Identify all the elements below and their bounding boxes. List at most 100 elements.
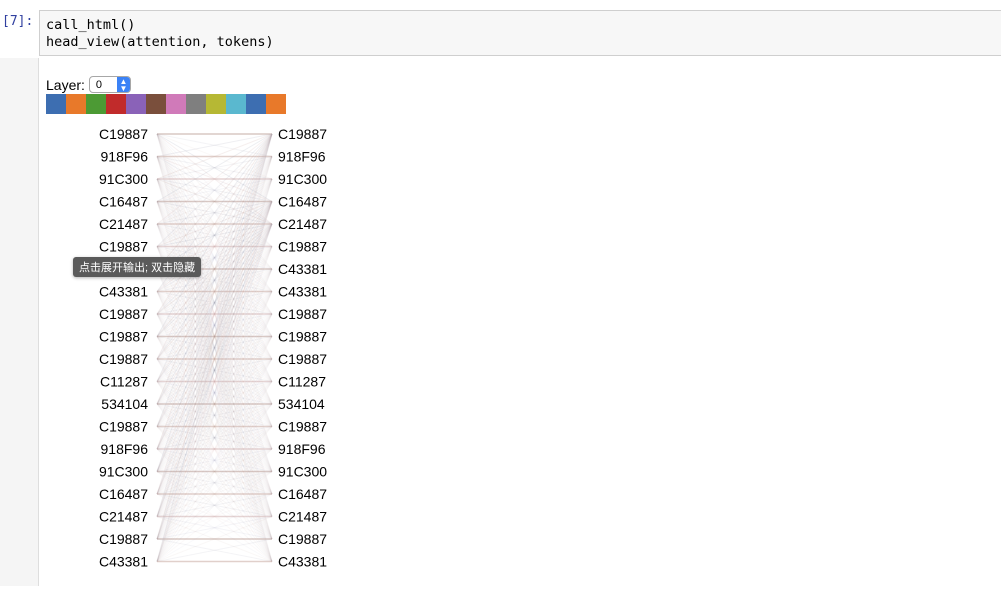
left-token[interactable]: C16487 <box>99 194 148 210</box>
left-token[interactable]: 91C300 <box>99 464 148 480</box>
attention-line <box>156 516 273 540</box>
head-swatch-4[interactable] <box>126 94 146 114</box>
attention-line <box>156 223 273 247</box>
right-token[interactable]: 91C300 <box>278 171 327 187</box>
left-token[interactable]: C43381 <box>99 284 148 300</box>
attention-line <box>156 268 273 517</box>
right-token[interactable]: C43381 <box>278 284 327 300</box>
head-swatch-9[interactable] <box>226 94 246 114</box>
attention-line <box>156 223 273 405</box>
attention-line <box>156 133 273 157</box>
right-token[interactable]: C19887 <box>278 351 327 367</box>
right-token[interactable]: C16487 <box>278 486 327 502</box>
attention-line <box>156 313 273 427</box>
attention-line <box>156 291 273 315</box>
right-token[interactable]: 918F96 <box>278 149 326 165</box>
attention-line <box>156 246 273 540</box>
attention-line <box>156 403 273 495</box>
output-gutter[interactable] <box>0 58 38 586</box>
attention-line <box>156 133 273 270</box>
attention-line <box>156 156 273 315</box>
code-editor[interactable]: call_html() head_view(attention, tokens) <box>39 10 1001 56</box>
left-token[interactable]: 91C300 <box>99 171 148 187</box>
right-token[interactable]: C43381 <box>278 261 327 277</box>
head-swatch-0[interactable] <box>46 94 66 114</box>
attention-line <box>156 291 273 540</box>
head-swatch-10[interactable] <box>246 94 266 114</box>
attention-line <box>156 156 273 315</box>
attention-line <box>156 358 273 472</box>
attention-line <box>156 493 273 517</box>
head-swatch-2[interactable] <box>86 94 106 114</box>
right-token[interactable]: C19887 <box>278 126 327 142</box>
attention-lines <box>156 133 273 563</box>
left-token[interactable]: C21487 <box>99 216 148 232</box>
left-token[interactable]: 534104 <box>101 396 148 412</box>
attention-line <box>156 493 273 562</box>
left-token[interactable]: C19887 <box>99 531 148 547</box>
attention-line <box>156 291 273 360</box>
right-token[interactable]: C21487 <box>278 216 327 232</box>
attention-line <box>156 448 273 472</box>
right-token[interactable]: C19887 <box>278 306 327 322</box>
select-arrows-icon: ▲ ▼ <box>116 77 130 92</box>
left-token[interactable]: C19887 <box>99 419 148 435</box>
head-swatch-3[interactable] <box>106 94 126 114</box>
attention-line <box>156 381 273 517</box>
right-token[interactable]: C19887 <box>278 329 327 345</box>
head-swatch-5[interactable] <box>146 94 166 114</box>
right-token[interactable]: C19887 <box>278 419 327 435</box>
attention-line <box>156 156 273 495</box>
right-token[interactable]: 918F96 <box>278 441 326 457</box>
attention-line <box>156 426 273 472</box>
attention-line <box>156 313 273 540</box>
layer-select[interactable]: 0 ▲ ▼ <box>88 76 131 93</box>
attention-line <box>156 358 273 472</box>
attention-head-view: C19887 918F96 91C300 C16487 C21487 C19887 C433… <box>99 126 327 570</box>
attention-line <box>156 246 273 540</box>
right-token[interactable]: C19887 <box>278 239 327 255</box>
attention-line <box>156 133 273 472</box>
left-token[interactable]: C19887 <box>99 351 148 367</box>
left-token[interactable]: C21487 <box>99 509 148 525</box>
left-token[interactable]: C19887 <box>99 306 148 322</box>
attention-line <box>156 133 273 562</box>
head-swatch-7[interactable] <box>186 94 206 114</box>
left-token[interactable]: C11287 <box>100 374 148 390</box>
attention-line <box>156 178 273 270</box>
attention-line <box>156 246 273 270</box>
head-swatch-6[interactable] <box>166 94 186 114</box>
head-swatch-11[interactable] <box>266 94 286 114</box>
left-token[interactable]: C19887 <box>99 329 148 345</box>
attention-line <box>156 336 273 382</box>
attention-line <box>156 313 273 427</box>
attention-line <box>156 156 273 247</box>
right-token[interactable]: C11287 <box>278 374 326 390</box>
head-color-swatches <box>46 94 286 114</box>
right-token[interactable]: 91C300 <box>278 464 327 480</box>
attention-line <box>156 133 273 472</box>
right-token[interactable]: 534104 <box>278 396 325 412</box>
right-token[interactable]: C16487 <box>278 194 327 210</box>
left-token[interactable]: C19887 <box>99 126 148 142</box>
head-swatch-8[interactable] <box>206 94 226 114</box>
attention-line <box>156 471 273 495</box>
attention-line <box>156 156 273 517</box>
left-token[interactable]: 918F96 <box>101 149 149 165</box>
left-token[interactable]: C19887 <box>99 239 148 255</box>
attention-line <box>156 291 273 405</box>
left-token[interactable]: C16487 <box>99 486 148 502</box>
left-token[interactable]: 918F96 <box>101 441 149 457</box>
attention-line <box>156 178 273 472</box>
left-token[interactable]: C43381 <box>99 554 148 570</box>
right-token[interactable]: C19887 <box>278 531 327 547</box>
attention-line <box>156 133 273 382</box>
attention-line <box>156 291 273 405</box>
attention-line <box>156 268 273 405</box>
head-swatch-1[interactable] <box>66 94 86 114</box>
attention-line <box>156 246 273 495</box>
attention-line <box>156 178 273 405</box>
attention-line <box>156 223 273 315</box>
right-token[interactable]: C43381 <box>278 554 327 570</box>
right-token[interactable]: C21487 <box>278 509 327 525</box>
